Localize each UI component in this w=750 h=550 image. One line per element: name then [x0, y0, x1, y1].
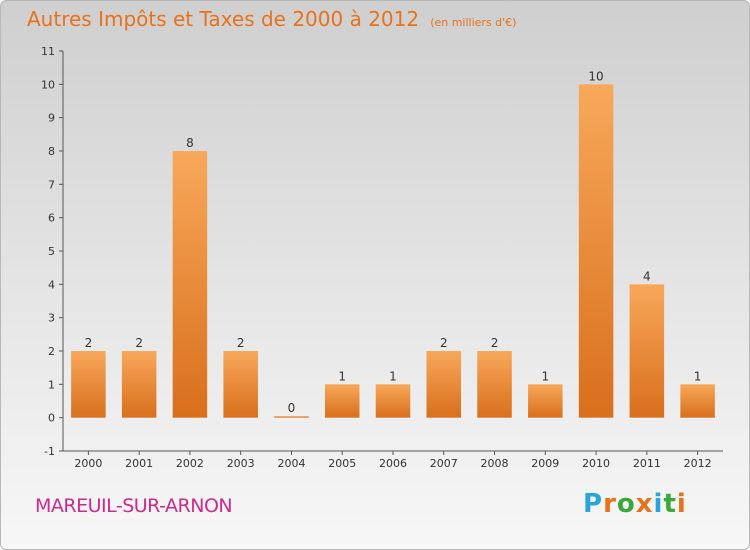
y-tick-label: 5 — [48, 245, 55, 258]
x-tick-label: 2011 — [633, 457, 661, 470]
data-label: 2 — [135, 336, 143, 350]
bar-2006 — [375, 384, 411, 418]
data-label: 10 — [588, 69, 603, 83]
brand-logo: Proxiti — [583, 489, 687, 519]
data-label: 2 — [237, 336, 245, 350]
bar-2011 — [629, 284, 665, 418]
data-label: 2 — [85, 336, 93, 350]
x-tick-label: 2008 — [481, 457, 509, 470]
y-tick-label: 2 — [48, 345, 55, 358]
y-tick-label: -1 — [44, 445, 55, 458]
brand-letter: i — [676, 489, 687, 519]
y-tick-label: 1 — [48, 378, 55, 391]
brand-letter: t — [663, 489, 677, 519]
bar-2007 — [426, 351, 462, 418]
x-tick-label: 2000 — [74, 457, 102, 470]
place-name: MAREUIL-SUR-ARNON — [35, 495, 233, 517]
title-block: Autres Impôts et Taxes de 2000 à 2012 (e… — [27, 7, 516, 31]
bar-2009 — [528, 384, 563, 418]
data-label: 4 — [643, 269, 651, 283]
x-tick-label: 2004 — [277, 457, 305, 470]
data-label: 0 — [288, 401, 296, 415]
y-tick-label: 3 — [48, 312, 55, 325]
data-label: 1 — [541, 369, 549, 383]
y-tick-label: 10 — [41, 78, 55, 91]
bar-2000 — [71, 351, 106, 418]
chart-subtitle: (en milliers d'€) — [430, 16, 517, 29]
x-tick-label: 2003 — [227, 457, 255, 470]
y-tick-label: 11 — [41, 45, 55, 58]
x-tick-label: 2012 — [684, 457, 712, 470]
data-label: 1 — [389, 369, 397, 383]
x-tick-label: 2009 — [531, 457, 559, 470]
y-tick-label: 9 — [48, 112, 55, 125]
bar-2002 — [172, 151, 208, 418]
brand-letter: r — [603, 489, 617, 519]
brand-letter: i — [653, 489, 664, 519]
bar-2008 — [477, 351, 512, 418]
bar-2012 — [680, 384, 715, 418]
x-tick-label: 2007 — [430, 457, 458, 470]
y-tick-label: 6 — [48, 212, 55, 225]
brand-letter: o — [616, 489, 636, 519]
data-label: 1 — [338, 369, 346, 383]
x-tick-label: 2001 — [125, 457, 153, 470]
y-tick-label: 8 — [48, 145, 55, 158]
y-tick-label: 0 — [48, 412, 55, 425]
data-label: 8 — [186, 136, 194, 150]
bar-2001 — [121, 351, 157, 418]
bar-2004 — [274, 416, 309, 418]
bar-2010 — [578, 84, 614, 418]
chart-title: Autres Impôts et Taxes de 2000 à 2012 — [27, 7, 420, 31]
y-tick-label: 7 — [48, 178, 55, 191]
x-tick-label: 2005 — [328, 457, 356, 470]
bar-2005 — [324, 384, 360, 418]
data-label: 1 — [694, 369, 702, 383]
bar-2003 — [223, 351, 258, 418]
x-tick-label: 2002 — [176, 457, 204, 470]
brand-letter: P — [583, 489, 604, 519]
data-label: 2 — [491, 336, 499, 350]
x-tick-label: 2006 — [379, 457, 407, 470]
y-tick-label: 4 — [48, 278, 55, 291]
x-tick-label: 2010 — [582, 457, 610, 470]
data-label: 2 — [440, 336, 448, 350]
brand-letter: x — [635, 489, 654, 519]
